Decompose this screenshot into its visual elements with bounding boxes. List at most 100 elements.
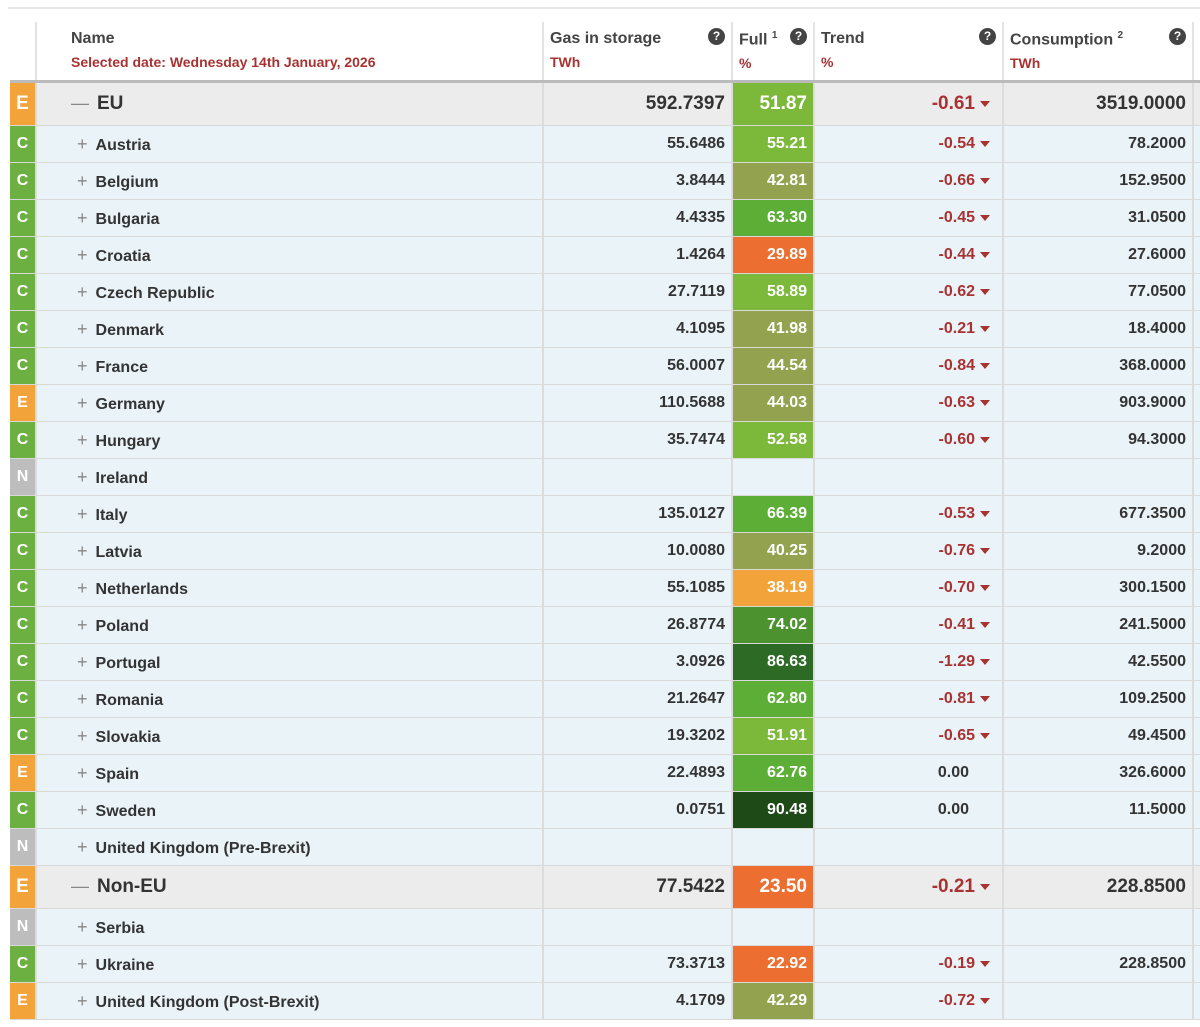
expand-icon[interactable]: + xyxy=(77,916,88,937)
full-cell xyxy=(731,828,814,866)
table-row[interactable]: C + Romania 21.2647 62.80 -0.81 109.2500 xyxy=(10,680,1200,718)
expand-icon[interactable]: + xyxy=(77,577,88,598)
name-header[interactable]: Name Selected date: Wednesday 14th Januar… xyxy=(35,22,543,83)
gas-cell: 35.7474 xyxy=(542,421,732,459)
name-cell[interactable]: + France xyxy=(35,347,543,385)
expand-icon[interactable]: + xyxy=(77,170,88,191)
table-row[interactable]: C + Latvia 10.0080 40.25 -0.76 9.2000 xyxy=(10,532,1200,570)
name-cell[interactable]: + Austria xyxy=(35,125,543,163)
country-name: Austria xyxy=(95,136,151,154)
table-row[interactable]: N + Ireland xyxy=(10,458,1200,496)
table-row[interactable]: C + Czech Republic 27.7119 58.89 -0.62 77.0500 xyxy=(10,273,1200,311)
expand-icon[interactable]: + xyxy=(77,244,88,265)
expand-icon[interactable]: + xyxy=(77,762,88,783)
name-cell[interactable]: + Ukraine xyxy=(35,945,543,983)
collapse-icon[interactable]: — xyxy=(71,876,89,896)
table-row[interactable]: C + Sweden 0.0751 90.48 0.00 11.5000 xyxy=(10,791,1200,829)
group-row[interactable]: E — Non-EU 77.5422 23.50 -0.21 228.8500 xyxy=(10,865,1200,909)
full-header[interactable]: Full 1?% xyxy=(731,22,814,83)
expand-icon[interactable]: + xyxy=(77,392,88,413)
expand-icon[interactable]: + xyxy=(77,429,88,450)
group-row[interactable]: E — EU 592.7397 51.87 -0.61 3519.0000 xyxy=(10,81,1200,126)
expand-icon[interactable]: + xyxy=(77,503,88,524)
name-cell[interactable]: — Non-EU xyxy=(35,865,543,909)
status-badge: C xyxy=(10,945,36,983)
expand-icon[interactable]: + xyxy=(77,799,88,820)
trend-value: -0.81 xyxy=(938,690,975,707)
expand-icon[interactable]: + xyxy=(77,466,88,487)
expand-icon[interactable]: + xyxy=(77,281,88,302)
next-column-cell xyxy=(1192,828,1200,866)
expand-icon[interactable]: + xyxy=(77,207,88,228)
name-cell[interactable]: + Latvia xyxy=(35,532,543,570)
collapse-icon[interactable]: — xyxy=(71,93,89,113)
trend-header[interactable]: Trend?% xyxy=(813,22,1003,83)
expand-icon[interactable]: + xyxy=(77,688,88,709)
next-column-cell xyxy=(1192,680,1200,718)
name-cell[interactable]: + Sweden xyxy=(35,791,543,829)
consumption-cell xyxy=(1002,982,1193,1020)
table-row[interactable]: C + Hungary 35.7474 52.58 -0.60 94.3000 xyxy=(10,421,1200,459)
expand-icon[interactable]: + xyxy=(77,725,88,746)
name-cell[interactable]: + United Kingdom (Post-Brexit) xyxy=(35,982,543,1020)
name-cell[interactable]: + Denmark xyxy=(35,310,543,348)
table-row[interactable]: E + Germany 110.5688 44.03 -0.63 903.9000 xyxy=(10,384,1200,422)
name-cell[interactable]: + Italy xyxy=(35,495,543,533)
trend-down-icon xyxy=(980,399,990,406)
table-row[interactable]: C + France 56.0007 44.54 -0.84 368.0000 xyxy=(10,347,1200,385)
table-row[interactable]: C + Denmark 4.1095 41.98 -0.21 18.4000 xyxy=(10,310,1200,348)
table-row[interactable]: C + Netherlands 55.1085 38.19 -0.70 300.1500 xyxy=(10,569,1200,607)
expand-icon[interactable]: + xyxy=(77,614,88,635)
table-row[interactable]: C + Italy 135.0127 66.39 -0.53 677.3500 xyxy=(10,495,1200,533)
name-cell[interactable]: — EU xyxy=(35,81,543,126)
next-column-cell xyxy=(1192,569,1200,607)
expand-icon[interactable]: + xyxy=(77,355,88,376)
trend-down-icon xyxy=(980,621,990,628)
trend-value: -0.45 xyxy=(938,209,975,226)
help-icon[interactable]: ? xyxy=(1169,28,1186,45)
table-row[interactable]: C + Bulgaria 4.4335 63.30 -0.45 31.0500 xyxy=(10,199,1200,237)
trend-value: -0.54 xyxy=(938,135,975,152)
name-cell[interactable]: + Czech Republic xyxy=(35,273,543,311)
expand-icon[interactable]: + xyxy=(77,133,88,154)
consumption-cell: 94.3000 xyxy=(1002,421,1193,459)
name-cell[interactable]: + United Kingdom (Pre-Brexit) xyxy=(35,828,543,866)
table-row[interactable]: N + Serbia xyxy=(10,908,1200,946)
status-badge: C xyxy=(10,273,36,311)
expand-icon[interactable]: + xyxy=(77,651,88,672)
consumption-header[interactable]: Consumption 2? TWh xyxy=(1002,22,1193,83)
gas-cell: 1.4264 xyxy=(542,236,732,274)
name-cell[interactable]: + Netherlands xyxy=(35,569,543,607)
name-cell[interactable]: + Spain xyxy=(35,754,543,792)
name-cell[interactable]: + Portugal xyxy=(35,643,543,681)
help-icon[interactable]: ? xyxy=(708,28,725,45)
expand-icon[interactable]: + xyxy=(77,540,88,561)
table-row[interactable]: C + Austria 55.6486 55.21 -0.54 78.2000 xyxy=(10,125,1200,163)
name-cell[interactable]: + Ireland xyxy=(35,458,543,496)
name-cell[interactable]: + Croatia xyxy=(35,236,543,274)
expand-icon[interactable]: + xyxy=(77,990,88,1011)
name-cell[interactable]: + Germany xyxy=(35,384,543,422)
table-row[interactable]: N + United Kingdom (Pre-Brexit) xyxy=(10,828,1200,866)
name-cell[interactable]: + Poland xyxy=(35,606,543,644)
help-icon[interactable]: ? xyxy=(979,28,996,45)
name-cell[interactable]: + Belgium xyxy=(35,162,543,200)
table-row[interactable]: E + Spain 22.4893 62.76 0.00 326.6000 xyxy=(10,754,1200,792)
table-row[interactable]: C + Belgium 3.8444 42.81 -0.66 152.9500 xyxy=(10,162,1200,200)
table-row[interactable]: C + Slovakia 19.3202 51.91 -0.65 49.4500 xyxy=(10,717,1200,755)
name-cell[interactable]: + Romania xyxy=(35,680,543,718)
table-row[interactable]: C + Croatia 1.4264 29.89 -0.44 27.6000 xyxy=(10,236,1200,274)
table-row[interactable]: E + United Kingdom (Post-Brexit) 4.1709 42.2… xyxy=(10,982,1200,1020)
name-cell[interactable]: + Serbia xyxy=(35,908,543,946)
name-cell[interactable]: + Hungary xyxy=(35,421,543,459)
expand-icon[interactable]: + xyxy=(77,953,88,974)
expand-icon[interactable]: + xyxy=(77,836,88,857)
table-row[interactable]: C + Ukraine 73.3713 22.92 -0.19 228.8500 xyxy=(10,945,1200,983)
table-row[interactable]: C + Poland 26.8774 74.02 -0.41 241.5000 xyxy=(10,606,1200,644)
help-icon[interactable]: ? xyxy=(790,28,807,45)
expand-icon[interactable]: + xyxy=(77,318,88,339)
gas-header[interactable]: Gas in storage? TWh xyxy=(542,22,732,83)
table-row[interactable]: C + Portugal 3.0926 86.63 -1.29 42.5500 xyxy=(10,643,1200,681)
name-cell[interactable]: + Bulgaria xyxy=(35,199,543,237)
name-cell[interactable]: + Slovakia xyxy=(35,717,543,755)
